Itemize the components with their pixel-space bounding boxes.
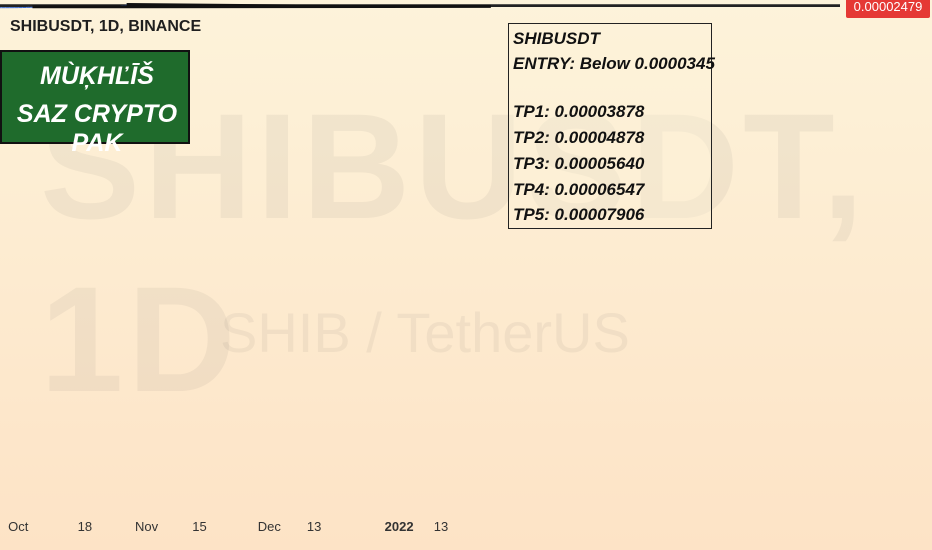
watermark-pair: SHIB / TetherUS	[220, 301, 630, 364]
candle-body-6	[5, 7, 10, 9]
brand-line-2: SAZ CRYPTO PAK	[16, 100, 178, 157]
brand-line-1: MÙĶHĽĪŠ	[40, 62, 154, 90]
info-tp1: TP1: 0.00003878	[513, 102, 645, 121]
x-tick-label: 13	[306, 519, 322, 534]
x-tick-label: 13	[433, 519, 449, 534]
x-tick-label: 15	[192, 519, 207, 534]
price-tag: 0.00002479	[846, 0, 930, 18]
info-title: SHIBUSDT	[513, 29, 600, 48]
x-tick-label: Nov	[134, 519, 159, 534]
x-tick-label: 18	[77, 519, 93, 534]
trade-info-box: SHIBUSDT ENTRY: Below 0.0000345 TP1: 0.0…	[508, 23, 715, 229]
info-tp4: TP4: 0.00006547	[513, 180, 645, 199]
candle-body-7	[10, 7, 14, 9]
info-tp3: TP3: 0.00005640	[513, 154, 645, 173]
brand-banner: MÙĶHĽĪŠ SAZ CRYPTO PAK	[0, 50, 190, 157]
candle-body-12	[30, 6, 35, 8]
x-tick-label: 2022	[384, 519, 414, 534]
info-tp2: TP2: 0.00004878	[513, 128, 645, 147]
candle-body-8	[14, 7, 19, 9]
symbol-header[interactable]: SHIBUSDT, 1D, BINANCE	[10, 18, 202, 35]
candle-body-5	[1, 7, 6, 9]
info-tp5: TP5: 0.00007906	[513, 205, 645, 224]
candle-body-4	[0, 7, 2, 9]
x-tick-label: Dec	[257, 519, 281, 534]
candle-body-9	[18, 7, 23, 9]
x-tick-label: Oct	[8, 519, 29, 534]
info-entry: ENTRY: Below 0.0000345	[513, 54, 715, 73]
candle-body-10	[22, 6, 27, 8]
watermark-symbol: SHIBUSDT, 1D	[40, 82, 868, 423]
candle-body-11	[26, 6, 31, 8]
